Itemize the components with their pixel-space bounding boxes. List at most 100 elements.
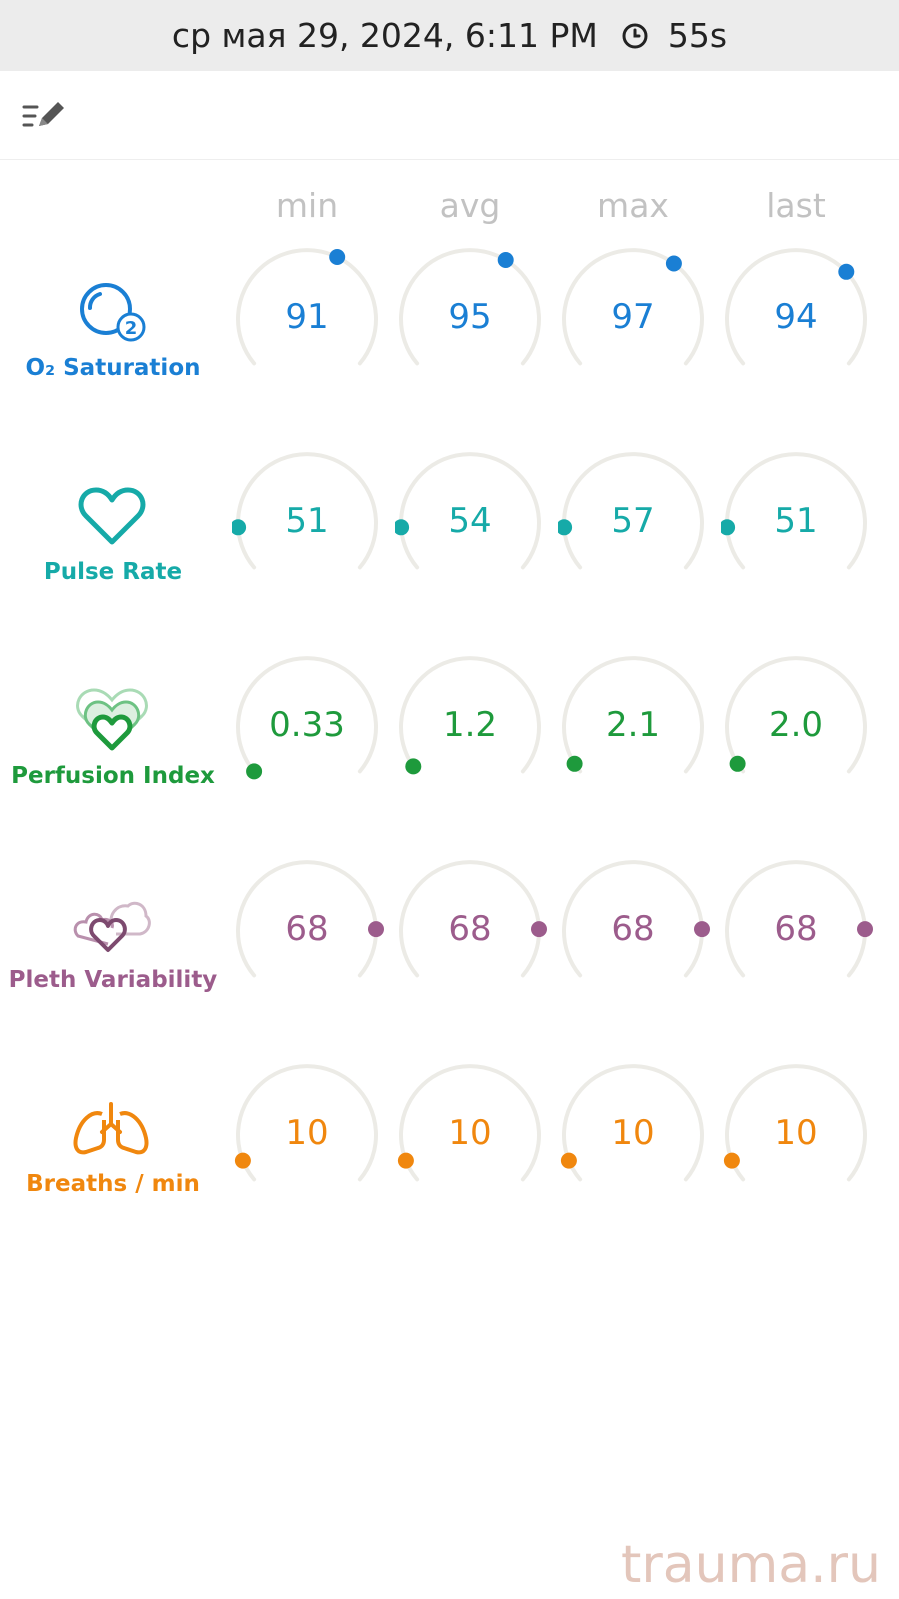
gauge-dial xyxy=(395,452,541,570)
pleth-icon xyxy=(73,901,151,952)
gauge-o2-last: 94 xyxy=(721,244,881,404)
gauge-indicator-dot xyxy=(234,1152,251,1169)
gauge-dial xyxy=(562,860,710,978)
gauge-value: 68 xyxy=(611,909,655,949)
lungs-icon xyxy=(73,1102,149,1155)
gauge-indicator-dot xyxy=(857,921,873,938)
column-header-avg: avg xyxy=(439,186,501,225)
gauge-value: 1.2 xyxy=(442,705,498,745)
gauge-dial xyxy=(725,860,873,978)
perfusion-icon xyxy=(76,688,148,751)
gauge-value: 2.0 xyxy=(768,705,824,745)
column-header-last: last xyxy=(766,186,826,225)
gauge-dial xyxy=(236,248,378,366)
gauge-o2-min: 91 xyxy=(232,244,392,404)
gauge-dial xyxy=(558,452,704,570)
gauge-dial xyxy=(725,656,867,774)
gauge-pvi-last: 68 xyxy=(721,856,881,1016)
gauge-indicator-dot xyxy=(246,763,263,780)
watermark: trauma.ru xyxy=(621,1535,881,1595)
edit-list-icon[interactable] xyxy=(22,99,68,133)
session-datetime: ср мая 29, 2024, 6:11 PM xyxy=(171,16,598,55)
gauge-track xyxy=(562,1064,704,1182)
gauge-dial xyxy=(399,656,541,775)
gauge-track xyxy=(399,1064,541,1182)
gauge-value: 10 xyxy=(285,1113,329,1153)
gauge-value: 97 xyxy=(611,297,655,337)
gauge-indicator-dot xyxy=(395,519,410,536)
gauge-track xyxy=(562,656,704,774)
gauge-track xyxy=(236,656,378,774)
gauge-indicator-dot xyxy=(729,755,746,772)
gauge-dial xyxy=(399,860,547,978)
gauge-value: 2.1 xyxy=(605,705,661,745)
gauge-pi-max: 2.1 xyxy=(558,652,718,812)
gauge-value: 57 xyxy=(611,501,655,541)
gauge-track xyxy=(399,656,541,774)
gauge-pvi-max: 68 xyxy=(558,856,718,1016)
gauge-indicator-dot xyxy=(368,921,384,938)
clock-icon xyxy=(622,23,648,48)
metric-label-rr: Breaths / min xyxy=(26,1171,200,1197)
metric-label-pi: Perfusion Index xyxy=(11,763,215,789)
gauge-pvi-min: 68 xyxy=(232,856,392,1016)
gauge-track xyxy=(562,248,704,366)
gauge-dial xyxy=(232,452,378,570)
gauge-pi-avg: 1.2 xyxy=(395,652,555,812)
gauge-o2-max: 97 xyxy=(558,244,718,404)
session-duration: 55s xyxy=(667,16,728,55)
gauge-indicator-dot xyxy=(721,519,736,536)
gauge-indicator-dot xyxy=(497,252,514,268)
gauge-indicator-dot xyxy=(566,755,583,772)
gauge-indicator-dot xyxy=(560,1152,577,1169)
metric-label-o2: O₂ Saturation xyxy=(25,355,201,381)
gauge-dial xyxy=(397,1064,541,1182)
gauge-value: 10 xyxy=(774,1113,818,1153)
gauge-indicator-dot xyxy=(694,921,710,938)
toolbar xyxy=(0,71,899,160)
gauge-rr-min: 10 xyxy=(232,1060,392,1220)
gauge-indicator-dot xyxy=(329,249,346,265)
metric-label-pvi: Pleth Variability xyxy=(8,967,218,993)
gauge-pulse-avg: 54 xyxy=(395,448,555,608)
gauge-pvi-avg: 68 xyxy=(395,856,555,1016)
gauge-track xyxy=(725,248,867,366)
gauge-o2-avg: 95 xyxy=(395,244,555,404)
gauge-pulse-last: 51 xyxy=(721,448,881,608)
gauge-dial xyxy=(399,248,541,366)
status-bar: ср мая 29, 2024, 6:11 PM 55s xyxy=(0,0,899,71)
gauge-value: 10 xyxy=(611,1113,655,1153)
gauge-pulse-max: 57 xyxy=(558,448,718,608)
gauge-value: 51 xyxy=(285,501,329,541)
gauge-dial xyxy=(721,452,867,570)
gauge-value: 68 xyxy=(285,909,329,949)
gauge-indicator-dot xyxy=(405,758,422,775)
gauge-dial xyxy=(236,860,384,978)
gauge-dial xyxy=(562,248,704,366)
gauge-track xyxy=(725,1064,867,1182)
gauge-dial xyxy=(234,1064,378,1182)
column-header-min: min xyxy=(275,186,339,225)
metric-label-pulse: Pulse Rate xyxy=(43,559,183,585)
gauge-dial xyxy=(562,656,704,774)
gauge-value: 10 xyxy=(448,1113,492,1153)
gauge-track xyxy=(725,656,867,774)
gauge-pulse-min: 51 xyxy=(232,448,392,608)
gauge-dial xyxy=(560,1064,704,1182)
heart-icon xyxy=(78,487,146,545)
gauge-value: 54 xyxy=(448,501,492,541)
gauge-value: 68 xyxy=(774,909,818,949)
gauge-track xyxy=(236,248,378,366)
gauge-indicator-dot xyxy=(531,921,547,938)
gauge-value: 0.33 xyxy=(269,705,345,745)
gauge-dial xyxy=(723,1064,867,1182)
gauge-dial xyxy=(236,656,378,780)
gauge-dial xyxy=(725,248,867,366)
gauge-rr-last: 10 xyxy=(721,1060,881,1220)
gauge-value: 94 xyxy=(774,297,818,337)
gauge-indicator-dot xyxy=(558,519,573,536)
gauge-indicator-dot xyxy=(723,1152,740,1169)
gauge-indicator-dot xyxy=(838,263,855,280)
gauge-track xyxy=(399,248,541,366)
gauge-indicator-dot xyxy=(232,519,247,536)
